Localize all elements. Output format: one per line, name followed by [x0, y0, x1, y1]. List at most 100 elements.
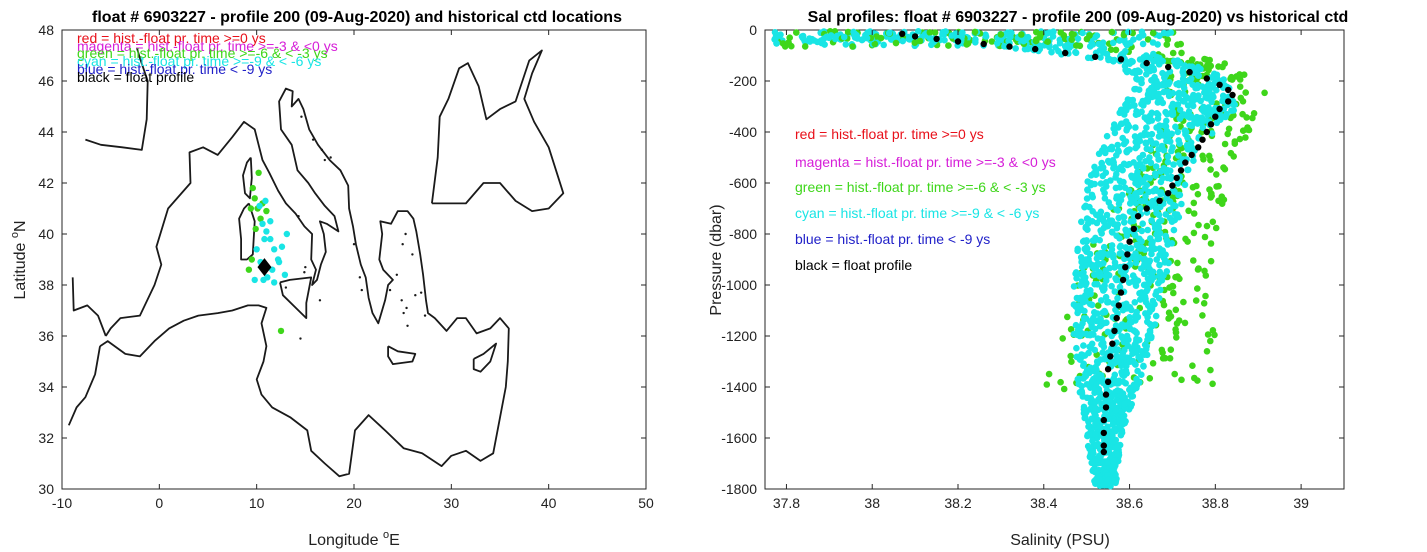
- profile-point-cyan: [1116, 235, 1123, 242]
- profile-points: [771, 28, 1268, 490]
- profile-point-cyan: [1181, 181, 1189, 189]
- profile-point-cyan: [1097, 180, 1105, 187]
- profile-point-green: [1174, 273, 1181, 280]
- profile-point-cyan: [1112, 275, 1119, 282]
- profile-point-cyan: [1117, 263, 1124, 271]
- profile-point-green: [1200, 156, 1207, 163]
- float-profile-point: [1199, 136, 1206, 143]
- profile-point-cyan: [1156, 54, 1163, 62]
- float-profile-point: [1216, 81, 1223, 89]
- profile-point-cyan: [1083, 237, 1090, 244]
- profile-point-cyan: [1132, 282, 1140, 290]
- profile-point-green: [1202, 272, 1210, 279]
- map-points: [245, 169, 291, 335]
- profile-point-cyan: [1164, 241, 1171, 248]
- profile-point-cyan: [1174, 57, 1181, 64]
- profile-point-green: [1225, 125, 1233, 133]
- profile-point-cyan: [1175, 80, 1183, 88]
- profile-point-surface: [1086, 43, 1094, 50]
- profile-point-cyan: [1136, 137, 1144, 145]
- profile-point-green: [1043, 381, 1051, 388]
- profile-point-cyan: [1086, 250, 1094, 258]
- profile-point-surface: [1076, 42, 1084, 50]
- profile-point-green: [1203, 222, 1211, 230]
- profile-legend-red: red = hist.-float pr. time >=0 ys: [795, 126, 984, 142]
- profile-point-cyan: [1108, 217, 1116, 224]
- profile-point-cyan: [1141, 197, 1148, 205]
- island-speck: [299, 337, 302, 340]
- profile-point-cyan: [1074, 327, 1082, 334]
- profile-legend-cyan: cyan = hist.-float pr. time >=-9 & < -6 …: [795, 205, 1039, 221]
- float-position-marker: [257, 258, 272, 277]
- profile-point-surface: [777, 31, 784, 38]
- profile-point-cyan: [1159, 69, 1166, 77]
- profile-point-cyan: [1096, 322, 1104, 330]
- profile-point-surface: [877, 34, 885, 42]
- profile-point-surface: [793, 29, 800, 36]
- profile-point-cyan: [1083, 287, 1091, 295]
- island-speck: [400, 299, 403, 302]
- profile-point-cyan: [1132, 313, 1139, 321]
- profile-point-cyan: [1087, 172, 1095, 179]
- profile-point-surface: [1038, 30, 1045, 38]
- profile-point-surface: [1138, 28, 1146, 36]
- profile-point-green: [1215, 182, 1222, 190]
- float-profile-point: [1122, 264, 1129, 271]
- profile-point-cyan: [1073, 344, 1080, 352]
- profile-point-green: [1149, 360, 1157, 367]
- island-speck: [406, 324, 409, 327]
- profile-xtick-label: 37.8: [773, 495, 800, 511]
- profile-point-surface: [911, 39, 919, 46]
- profile-point-cyan: [1111, 259, 1119, 266]
- map-point-green: [263, 207, 270, 215]
- map-point-green: [257, 215, 264, 222]
- map-xtick-label: 20: [346, 495, 362, 511]
- profile-point-cyan: [1184, 141, 1191, 149]
- profile-ytick-label: -400: [729, 124, 757, 140]
- profile-point-cyan: [1114, 387, 1121, 394]
- profile-point-cyan: [1129, 392, 1137, 400]
- profile-point-cyan: [1132, 70, 1140, 77]
- profile-point-cyan: [1184, 102, 1192, 109]
- profile-point-cyan: [1126, 386, 1133, 394]
- profile-ytick-label: -1400: [721, 379, 757, 395]
- profile-xtick-label: 38.8: [1202, 495, 1229, 511]
- profile-point-cyan: [1142, 52, 1150, 59]
- map-title: float # 6903227 - profile 200 (09-Aug-20…: [92, 9, 622, 26]
- profile-point-cyan: [1139, 97, 1147, 105]
- map-point-cyan: [256, 202, 263, 210]
- map-legend-black: black = float profile: [77, 69, 194, 85]
- profile-point-cyan: [1113, 443, 1121, 451]
- profile-point-green: [1209, 380, 1216, 388]
- map-point-green: [255, 169, 262, 176]
- profile-point-cyan: [1109, 421, 1117, 428]
- float-profile-point: [899, 30, 906, 37]
- profile-point-cyan: [1199, 124, 1207, 131]
- profile-point-green: [1067, 352, 1074, 360]
- profile-point-cyan: [1146, 327, 1154, 334]
- profile-point-cyan: [1132, 328, 1139, 335]
- profile-point-green: [1236, 83, 1244, 90]
- profile-point-cyan: [1219, 92, 1227, 100]
- profile-point-cyan: [1132, 250, 1139, 257]
- profile-point-cyan: [1126, 200, 1134, 207]
- profile-point-surface: [1060, 32, 1068, 39]
- profile-point-cyan: [1075, 380, 1082, 388]
- map-point-green: [277, 327, 285, 335]
- profile-point-cyan: [1086, 318, 1094, 325]
- profile-point-cyan: [1156, 277, 1164, 285]
- profile-point-cyan: [1106, 145, 1113, 153]
- profile-point-surface: [785, 39, 792, 46]
- profile-point-cyan: [1099, 349, 1106, 356]
- profile-point-green: [1195, 221, 1202, 229]
- profile-point-green: [1201, 55, 1208, 63]
- profile-point-cyan: [1122, 101, 1129, 109]
- profile-point-cyan: [1141, 255, 1149, 263]
- island-speck: [411, 253, 414, 256]
- profile-point-cyan: [1119, 166, 1126, 174]
- profile-point-cyan: [1150, 57, 1158, 65]
- map-legend-red: red = hist.-float pr. time >=0 ys: [77, 30, 266, 46]
- profile-point-cyan: [1142, 139, 1149, 147]
- profile-point-cyan: [1123, 322, 1130, 329]
- profile-point-cyan: [1103, 211, 1111, 219]
